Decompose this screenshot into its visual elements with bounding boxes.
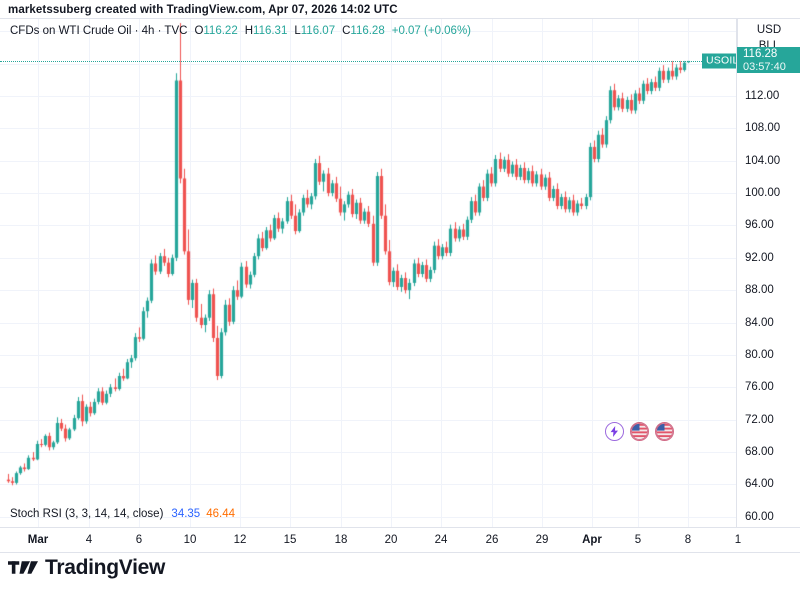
- chart-badges[interactable]: [605, 422, 674, 441]
- legend-open-value: 116.22: [203, 25, 238, 37]
- price-tick-label: 104.00: [745, 154, 781, 167]
- indicator-d-value: 46.44: [206, 508, 235, 520]
- price-scale[interactable]: 120.00116.00112.00108.00104.00100.0096.0…: [736, 18, 800, 528]
- time-tick-label: 15: [283, 534, 297, 546]
- price-tick-label: 60.00: [745, 510, 774, 523]
- time-tick-label: 20: [384, 534, 398, 546]
- legend-change: +0.07 (+0.06%): [391, 25, 472, 37]
- legend-low-value: 116.07: [300, 25, 336, 37]
- time-tick-label: 12: [233, 534, 247, 546]
- symbol-price-tag: USOIL: [702, 53, 736, 69]
- time-tick-label: 4: [85, 534, 93, 546]
- us-flag-glyph-1: [631, 423, 648, 440]
- price-tick-label: 76.00: [745, 381, 774, 394]
- legend-close-value: 116.28: [350, 25, 385, 37]
- time-tick-label: Apr: [582, 534, 602, 546]
- time-scale[interactable]: Mar 4 6 10 12 15 18 20 24 26 29 Apr 5 8 1: [0, 528, 800, 553]
- price-tick-label: 108.00: [745, 122, 781, 135]
- legend-symbol[interactable]: CFDs on WTI Crude Oil · 4h · TVC: [10, 25, 188, 37]
- chart-legend: CFDs on WTI Crude Oil · 4h · TVC O116.22 H…: [10, 24, 471, 38]
- current-price-line: [0, 61, 736, 63]
- price-tick-label: 80.00: [745, 348, 774, 361]
- legend-high-label: H: [244, 25, 254, 37]
- currency-label: USD: [756, 24, 782, 36]
- price-tick-label: 92.00: [745, 251, 774, 264]
- price-tick-label: 68.00: [745, 446, 774, 459]
- legend-open-label: O: [194, 25, 204, 37]
- current-price-value: 116.28: [743, 48, 778, 61]
- indicator-name: Stoch RSI (3, 3, 14, 14, close): [10, 508, 164, 520]
- time-tick-label: 29: [535, 534, 549, 546]
- time-tick-label: 18: [334, 534, 348, 546]
- attribution-text: marketssuberg created with TradingView.c…: [8, 4, 398, 16]
- candlestick-series: [0, 19, 736, 527]
- time-tick-label: 8: [684, 534, 692, 546]
- current-price-tag: 116.28 03:57:40: [737, 47, 800, 74]
- price-tick-label: 72.00: [745, 413, 774, 426]
- tradingview-wordmark: TradingView: [45, 556, 166, 579]
- lightning-bolt-glyph: [610, 426, 618, 437]
- time-tick-label: Mar: [27, 534, 49, 546]
- tradingview-footer: TradingView: [8, 557, 165, 578]
- us-flag-glyph-2: [656, 423, 673, 440]
- time-tick-label: 1: [734, 534, 742, 546]
- time-tick-label: 10: [183, 534, 197, 546]
- price-tick-label: 64.00: [745, 478, 774, 491]
- us-flag-icon-1[interactable]: [630, 422, 649, 441]
- time-tick-label: 26: [485, 534, 499, 546]
- chart-plot-area[interactable]: USOIL: [0, 18, 736, 528]
- legend-high-value: 116.31: [253, 25, 288, 37]
- indicator-k-value: 34.35: [171, 508, 201, 520]
- time-tick-label: 5: [634, 534, 642, 546]
- price-tick-label: 84.00: [745, 316, 774, 329]
- tradingview-logo-icon: [8, 561, 38, 574]
- price-tick-label: 96.00: [745, 219, 774, 232]
- price-tick-label: 112.00: [745, 89, 780, 102]
- indicator-legend-stoch-rsi[interactable]: Stoch RSI (3, 3, 14, 14, close) 34.35 46.4…: [10, 508, 235, 520]
- price-tick-label: 88.00: [745, 284, 774, 297]
- legend-close-label: C: [342, 25, 351, 37]
- price-tick-label: 100.00: [745, 187, 781, 200]
- time-tick-label: 6: [135, 534, 143, 546]
- bar-countdown: 03:57:40: [743, 61, 786, 74]
- time-tick-label: 24: [434, 534, 448, 546]
- us-flag-icon-2[interactable]: [655, 422, 674, 441]
- legend-low-label: L: [294, 25, 301, 37]
- lightning-icon[interactable]: [605, 422, 624, 441]
